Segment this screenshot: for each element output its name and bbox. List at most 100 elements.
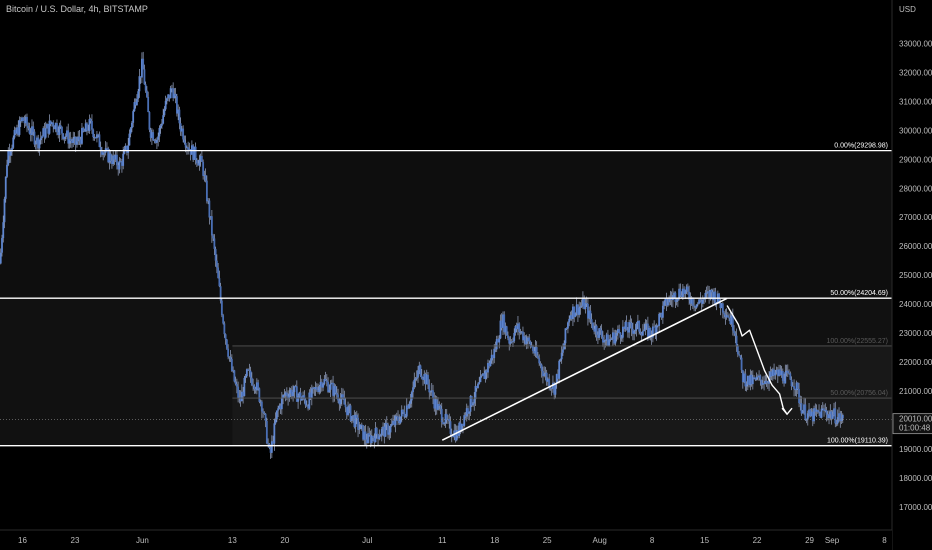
candle-body — [814, 408, 817, 412]
candle-body — [109, 153, 112, 162]
y-tick-label: 33000.00 — [899, 39, 932, 48]
candle-body — [613, 332, 616, 344]
candle-body — [245, 369, 248, 377]
candle-body — [439, 405, 442, 409]
candle-body — [413, 379, 416, 388]
candle-body — [468, 411, 471, 414]
candle-body — [838, 413, 840, 418]
candle-body — [442, 422, 444, 424]
y-tick-label: 24000.00 — [899, 300, 932, 309]
candle-body — [693, 305, 696, 307]
candle-body — [641, 331, 644, 336]
candle-body — [290, 389, 293, 397]
candle-body — [383, 426, 386, 437]
candle-body — [337, 394, 339, 401]
candle-body — [2, 222, 5, 239]
x-tick-label: 29 — [805, 536, 814, 545]
candle-body — [312, 387, 314, 389]
candle-body — [318, 386, 321, 392]
candle-body — [213, 238, 216, 249]
candle-body — [804, 404, 807, 420]
candle-body — [375, 428, 378, 435]
candle-body — [725, 315, 728, 318]
candle-body — [603, 340, 606, 343]
y-tick-label: 32000.00 — [899, 68, 932, 77]
candle-body — [111, 161, 113, 165]
candle-body — [273, 423, 276, 444]
candle-body — [114, 154, 117, 160]
candle-body — [425, 374, 428, 385]
candle-body — [545, 372, 548, 382]
candle-body — [388, 432, 391, 435]
candle-body — [833, 408, 835, 415]
candle-body — [36, 137, 38, 144]
candle-body — [653, 326, 656, 328]
candle-body — [247, 369, 250, 371]
candle-body — [821, 408, 824, 410]
candle-body — [550, 388, 553, 390]
candle-body — [398, 421, 401, 424]
candle-body — [73, 136, 76, 139]
candle-body — [795, 382, 798, 391]
fib-levels: 0.00%(29298.98) 50.00%(24204.69) 100.00%(2… — [0, 143, 892, 447]
candle-body — [393, 420, 396, 426]
candle-body — [91, 121, 93, 130]
candle-body — [152, 132, 155, 141]
candle-body — [345, 407, 348, 415]
candle-body — [363, 431, 366, 440]
candle-body — [131, 122, 133, 129]
candle-body — [330, 382, 333, 384]
candle-body — [721, 303, 724, 313]
candle-body — [607, 334, 609, 347]
candle-body — [585, 303, 588, 304]
candle-body — [144, 84, 147, 91]
price-axis: USD17000.0018000.0019000.0020000.0021000… — [891, 0, 932, 550]
y-tick-label: 28000.00 — [899, 184, 932, 193]
candle-body — [69, 139, 72, 142]
candle-body — [790, 379, 793, 387]
candle-body — [799, 403, 802, 404]
candle-body — [325, 380, 328, 382]
candle-body — [829, 411, 832, 415]
candle-body — [579, 306, 582, 308]
candle-body — [314, 387, 317, 390]
candle-body — [731, 315, 734, 331]
candle-body — [397, 416, 399, 422]
candle-body — [654, 326, 657, 334]
candle-body — [310, 388, 313, 398]
candle-body — [217, 267, 220, 279]
candle-body — [811, 411, 814, 422]
candle-body — [189, 149, 192, 155]
current-price-label: 20010.00 — [899, 415, 932, 424]
candle-body — [540, 364, 543, 371]
candle-body — [691, 297, 694, 306]
candle-body — [668, 297, 671, 303]
candle-body — [71, 141, 73, 143]
candle-body — [320, 381, 323, 388]
candle-body — [834, 408, 837, 424]
candle-body — [764, 380, 767, 384]
candle-body — [678, 288, 681, 299]
candle-body — [0, 252, 2, 264]
candle-body — [204, 175, 207, 181]
candle-body — [429, 391, 432, 393]
candle-body — [763, 383, 765, 384]
candle-body — [46, 124, 48, 129]
candle-body — [88, 119, 91, 131]
candle-body — [203, 175, 206, 176]
candle-body — [434, 399, 437, 409]
x-tick-label: 8 — [650, 536, 655, 545]
candle-body — [265, 420, 268, 444]
candle-body — [171, 88, 173, 90]
candle-body — [487, 362, 489, 373]
candle-body — [340, 394, 343, 400]
candle-body — [59, 125, 62, 127]
x-tick-label: 16 — [18, 536, 27, 545]
x-tick-label: Aug — [593, 536, 607, 545]
candle-body — [354, 414, 357, 427]
candle-body — [234, 381, 237, 385]
fib-label-2: 100.00%(22555.27) — [827, 338, 889, 345]
candle-body — [517, 323, 519, 330]
candle-body — [215, 260, 218, 268]
